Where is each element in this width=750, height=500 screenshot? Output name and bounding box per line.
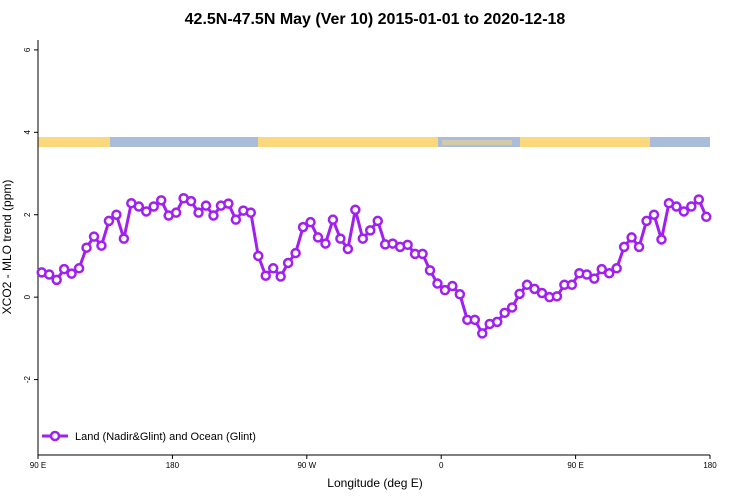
point — [581, 269, 593, 280]
point — [290, 247, 301, 259]
point — [327, 214, 339, 225]
point — [477, 328, 488, 339]
point — [230, 214, 242, 225]
point — [260, 270, 271, 281]
point — [521, 279, 533, 291]
point — [342, 243, 354, 255]
point — [656, 234, 667, 245]
point — [551, 291, 563, 302]
point — [200, 200, 212, 211]
point — [141, 206, 152, 217]
point — [432, 278, 443, 289]
land-ocean-band — [38, 137, 710, 147]
point — [103, 215, 115, 227]
point — [701, 211, 712, 223]
point — [350, 204, 361, 216]
land-band — [442, 140, 512, 145]
land-band — [520, 137, 650, 147]
point — [88, 231, 100, 242]
legend-label: Land (Nadir&Glint) and Ocean (Glint) — [75, 431, 256, 443]
legend: Land (Nadir&Glint) and Ocean (Glint) — [42, 430, 256, 443]
point — [402, 239, 413, 251]
point — [491, 316, 503, 328]
y-tick-label: 4 — [23, 130, 32, 135]
point — [43, 269, 55, 280]
point — [447, 280, 458, 292]
point — [529, 283, 540, 295]
y-tick-label: 0 — [23, 294, 32, 299]
point — [320, 238, 331, 249]
point — [245, 207, 257, 218]
point — [596, 263, 607, 275]
y-tick-label: 6 — [23, 47, 32, 52]
point — [312, 232, 324, 243]
point — [469, 314, 481, 326]
point — [148, 201, 159, 212]
point — [499, 307, 510, 319]
point — [439, 284, 451, 296]
point — [275, 271, 286, 282]
y-axis-label: XCO2 - MLO trend (ppm) — [0, 180, 14, 315]
point — [66, 268, 77, 279]
point — [671, 201, 682, 212]
point — [282, 257, 294, 269]
x-tick-label: 90 E — [567, 461, 583, 470]
point — [417, 248, 428, 260]
point — [678, 206, 690, 217]
point — [96, 240, 107, 251]
x-tick-label: 90 E — [30, 461, 46, 470]
x-tick-label: 90 W — [297, 461, 316, 470]
point — [170, 207, 182, 218]
land-band — [258, 137, 438, 147]
point — [536, 287, 548, 299]
point — [454, 289, 466, 300]
point — [111, 209, 122, 220]
point — [611, 263, 622, 274]
point — [297, 221, 309, 233]
point — [618, 241, 630, 253]
point — [155, 195, 167, 206]
point — [118, 233, 130, 244]
point — [626, 232, 637, 243]
point — [514, 288, 525, 300]
point — [267, 263, 279, 274]
point — [686, 201, 697, 212]
x-tick-label: 0 — [439, 461, 444, 470]
y-tick-label: -2 — [23, 375, 32, 383]
point — [424, 265, 436, 276]
point — [641, 215, 652, 227]
point — [305, 216, 316, 228]
point — [566, 279, 578, 291]
point — [133, 201, 145, 212]
point — [693, 194, 705, 205]
point — [335, 233, 346, 244]
land-band — [38, 137, 110, 147]
point — [253, 250, 264, 262]
point — [648, 209, 660, 220]
x-axis-label: Longitude (deg E) — [327, 476, 422, 490]
point — [185, 195, 197, 207]
point — [73, 263, 85, 274]
point — [51, 274, 62, 286]
x-tick-label: 180 — [166, 461, 180, 470]
point — [223, 198, 234, 209]
point — [506, 302, 518, 313]
point — [81, 242, 92, 253]
point — [208, 210, 219, 221]
point — [589, 273, 600, 284]
legend-marker — [49, 430, 61, 442]
point — [603, 268, 615, 279]
point — [193, 207, 204, 218]
y-tick-label: 2 — [23, 212, 32, 217]
point — [372, 215, 383, 227]
chart-title: 42.5N-47.5N May (Ver 10) 2015-01-01 to 2… — [185, 11, 566, 28]
point — [58, 263, 70, 275]
point — [633, 241, 645, 253]
point — [357, 233, 369, 244]
x-tick-label: 180 — [703, 461, 717, 470]
point — [365, 225, 376, 236]
